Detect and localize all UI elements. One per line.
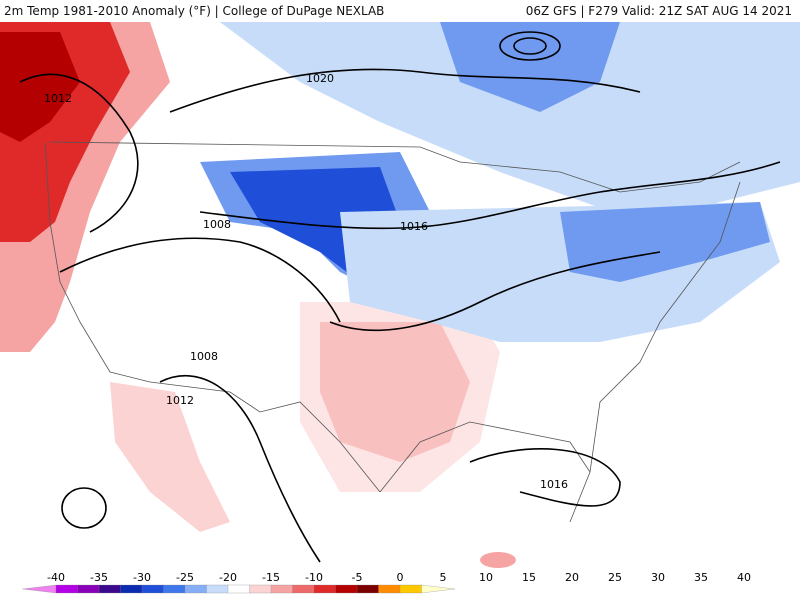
color-scale-cell (270, 584, 294, 594)
color-scale-tick-label: 25 (608, 571, 622, 584)
color-scale-cell (141, 584, 165, 594)
map-title: 2m Temp 1981-2010 Anomaly (°F) | College… (4, 4, 385, 18)
cold-anomaly-great-lakes (560, 202, 770, 282)
color-scale-tick-label: 20 (565, 571, 579, 584)
color-scale-tick-label: -35 (90, 571, 108, 584)
low-pressure-cell-hudson-inner (513, 37, 547, 55)
color-scale-cell (98, 584, 122, 594)
cold-anomaly-hudson (440, 22, 620, 112)
color-scale-legend: -40 -35 -30 -25 -20 -15 -10 -5 0 5 10 15 20 25 30 35 40 (22, 571, 751, 594)
color-scale-cell (378, 584, 401, 594)
color-scale-cell (335, 584, 358, 594)
color-scale-cell (292, 584, 315, 594)
color-scale-tick-label: -30 (133, 571, 151, 584)
color-scale-tick-label: -15 (262, 571, 280, 584)
color-scale-tick-label: -25 (176, 571, 194, 584)
color-scale-cell (227, 584, 251, 594)
west-coast (44, 141, 151, 383)
color-scale-cell (313, 584, 337, 594)
color-scale-cell (77, 584, 100, 594)
color-scale-cell (399, 584, 423, 594)
isobar-label: 1012 (44, 92, 72, 105)
isobar-label: 1012 (166, 394, 194, 407)
color-scale-tick-label: -5 (352, 571, 363, 584)
high-pressure-cell-pacific (61, 487, 107, 529)
isobar-1016-north (199, 161, 781, 230)
color-scale-bar (22, 584, 456, 594)
cold-anomaly-canada (220, 22, 800, 222)
color-scale-tick-label: 0 (397, 571, 404, 584)
color-scale-cell (206, 584, 229, 594)
color-scale-tick-label: -10 (305, 571, 323, 584)
color-scale-tick-label: 40 (737, 571, 751, 584)
color-scale-tick-label: 15 (522, 571, 536, 584)
color-scale-tick-label: -20 (219, 571, 237, 584)
isobars (19, 31, 781, 563)
model-run-info: 06Z GFS | F279 Valid: 21Z SAT AUG 14 202… (525, 4, 792, 18)
east-coast (569, 181, 741, 523)
color-scale-cell (184, 584, 208, 594)
isobar-1008 (59, 237, 341, 323)
us-mexico-border (149, 381, 381, 493)
isobar-1020 (169, 68, 641, 113)
isobar-pnw (19, 73, 139, 233)
gulf-coast (379, 421, 591, 493)
isobar-label: 1008 (190, 350, 218, 363)
borders (44, 141, 741, 523)
isobar-label: 1020 (306, 72, 334, 85)
color-scale-cell (22, 584, 57, 594)
color-scale-tick-label: -40 (47, 571, 65, 584)
isobar-1016-south (329, 251, 661, 332)
isobar-label: 1008 (203, 218, 231, 231)
warm-anomaly-bc-peak (0, 32, 80, 142)
color-scale-tick-label: 5 (440, 571, 447, 584)
warm-anomaly-baja (110, 382, 230, 532)
warm-anomaly-caribbean (480, 552, 516, 568)
anomaly-map: 1012 1020 1008 1016 1008 1012 1016 (0, 22, 800, 568)
anomaly-shading (0, 22, 800, 568)
isobar-label-group: 1012 1020 1008 1016 1008 1012 1016 (44, 72, 568, 491)
color-scale-cell (120, 584, 143, 594)
color-scale-cell (249, 584, 272, 594)
color-scale-cell (55, 584, 79, 594)
color-scale-ticks: -40 -35 -30 -25 -20 -15 -10 -5 0 5 10 15 20 25 30 35 40 (47, 571, 751, 584)
us-canada-border (49, 141, 741, 193)
color-scale-cell (163, 584, 186, 594)
isobar-1016-gulf (469, 448, 621, 507)
color-scale-tick-label: 10 (479, 571, 493, 584)
color-scale-tick-label: 30 (651, 571, 665, 584)
color-scale-tick-label: 35 (694, 571, 708, 584)
isobar-sw (159, 374, 321, 563)
isobar-label: 1016 (400, 220, 428, 233)
low-pressure-cell-hudson (499, 31, 561, 61)
isobar-label: 1016 (540, 478, 568, 491)
color-scale-cell (356, 584, 380, 594)
color-scale-cell (421, 584, 456, 594)
warm-anomaly-gulf (300, 302, 500, 492)
